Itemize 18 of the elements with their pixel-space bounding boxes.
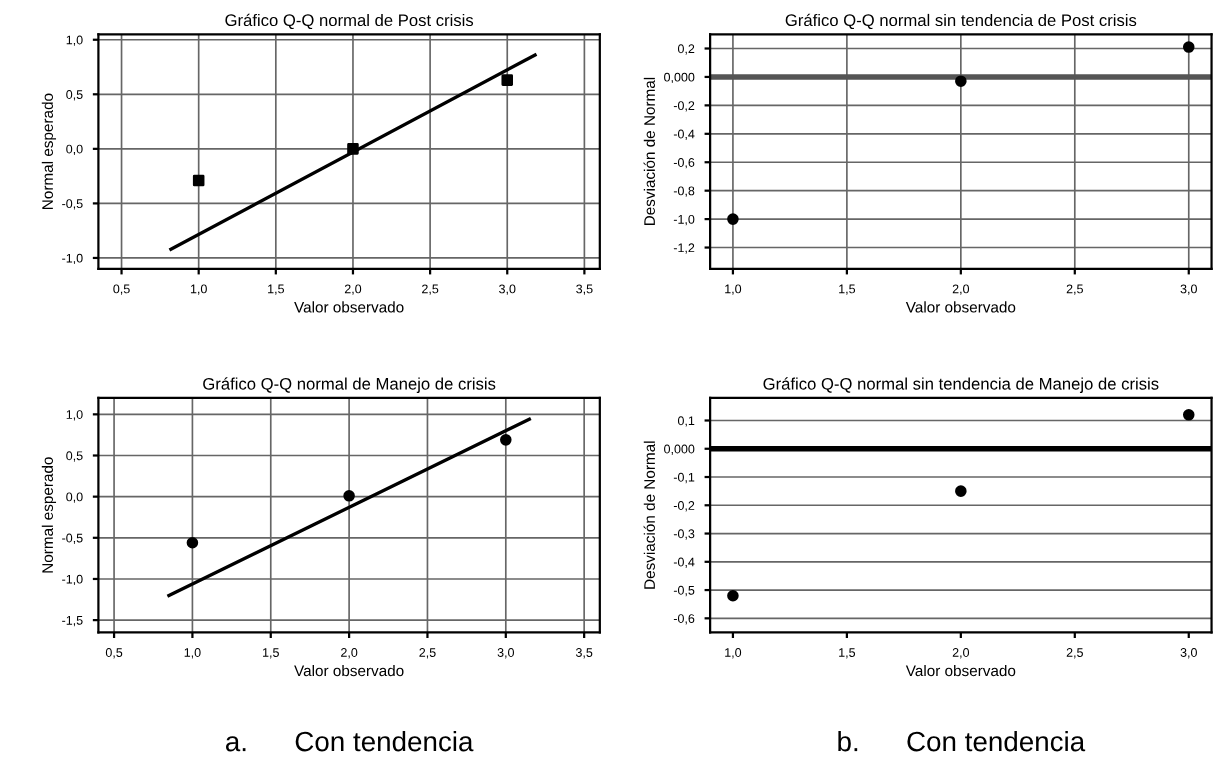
point [955, 75, 967, 87]
text: b. Con tendencia [838, 730, 1086, 752]
point [347, 143, 359, 155]
point [727, 213, 739, 225]
point [343, 490, 355, 502]
point [192, 174, 205, 187]
point [727, 589, 739, 602]
chart-title: Gráfico Q-Q normal sin tendencia de Post crisis [785, 13, 1137, 30]
point [955, 485, 967, 497]
point [1182, 409, 1195, 421]
point [500, 434, 512, 446]
point [1182, 41, 1195, 53]
chart-title: Gráfico Q-Q normal de Post crisis [225, 13, 474, 30]
chart-title: Gráfico Q-Q normal de Manejo de crisis [203, 377, 496, 394]
point [186, 536, 199, 549]
point [501, 74, 514, 86]
text: a. Con tendencia [225, 730, 474, 752]
chart-title: Gráfico Q-Q normal sin tendencia de Manejo de crisis [763, 377, 1159, 394]
